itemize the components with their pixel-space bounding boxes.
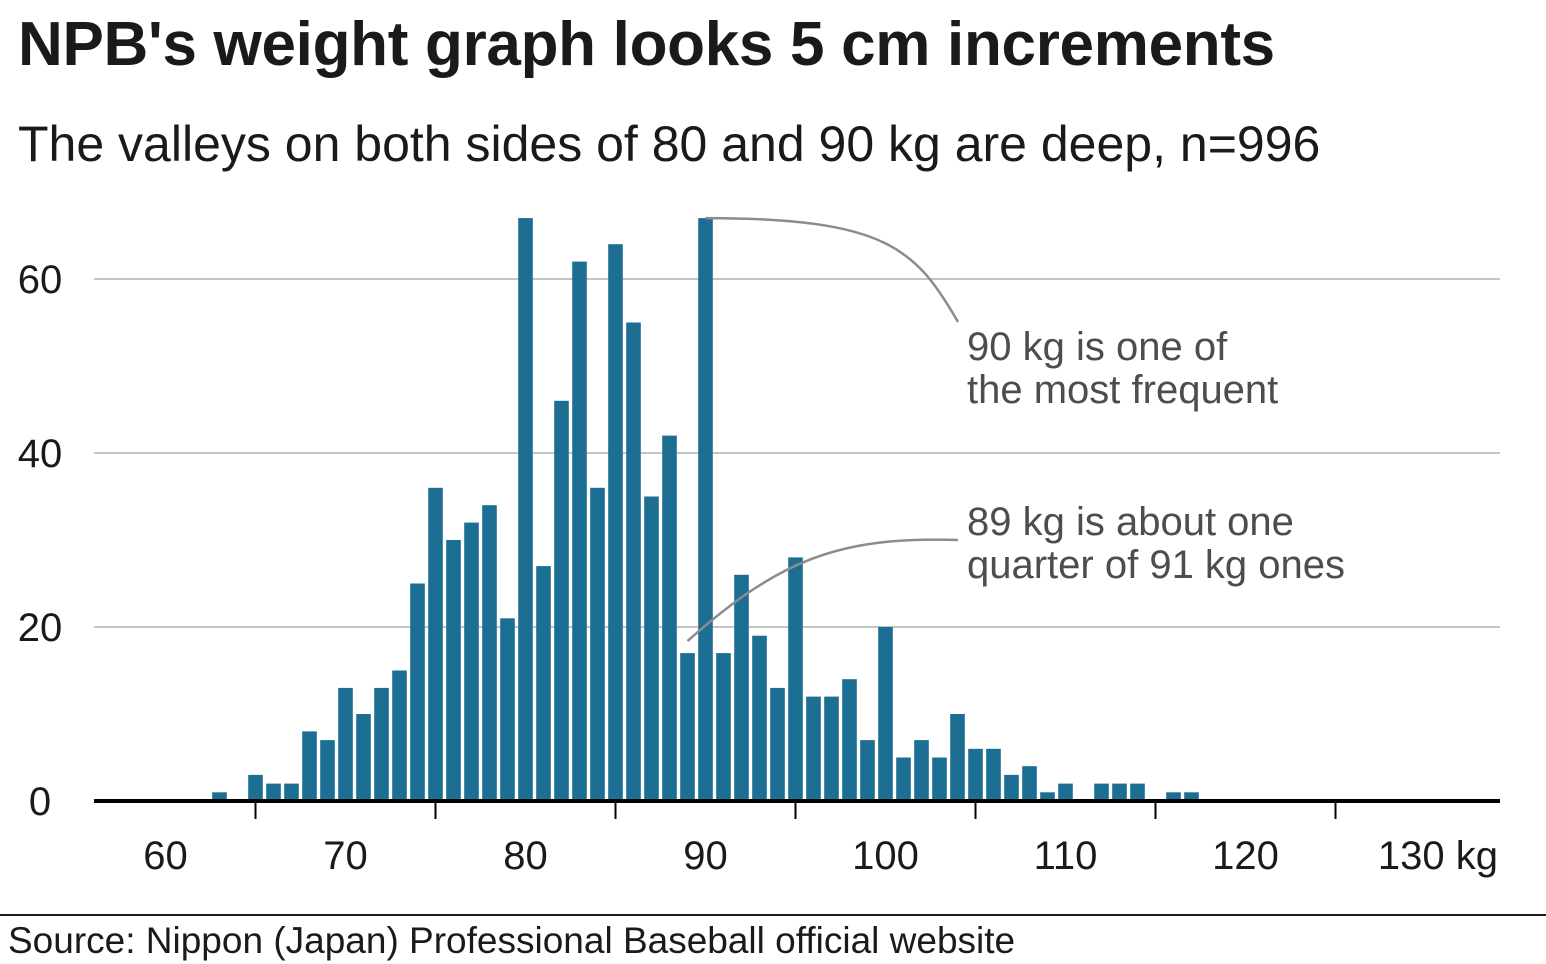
bar-81-kg: [536, 566, 551, 801]
bar-101-kg: [896, 757, 911, 801]
y-tick-label-40: 40: [18, 432, 63, 476]
bar-99-kg: [860, 740, 875, 801]
bar-70-kg: [338, 687, 353, 801]
bar-65-kg: [248, 774, 263, 801]
bar-78-kg: [482, 505, 497, 801]
annotation-89kg-line-1: 89 kg is about one: [967, 500, 1294, 544]
y-axis-ticks: 0 20 40 60: [18, 258, 63, 824]
bar-63-kg: [212, 792, 227, 801]
bar-83-kg: [572, 261, 587, 802]
bar-116-kg: [1166, 792, 1181, 801]
bar-97-kg: [824, 696, 839, 801]
bar-104-kg: [950, 714, 965, 801]
annotation-89kg-line-2: quarter of 91 kg ones: [967, 543, 1345, 587]
bar-112-kg: [1094, 783, 1109, 801]
leader-line-90kg: [705, 216, 960, 323]
bar-94-kg: [770, 687, 785, 801]
bar-82-kg: [554, 400, 569, 801]
bar-68-kg: [302, 731, 317, 801]
bar-113-kg: [1112, 783, 1127, 801]
source-divider: [0, 914, 1546, 916]
histogram-plot: 0 20 40 60 60 70 80 90 100 110 120 130 kg 90 kg is…: [18, 216, 1500, 878]
bar-100-kg: [878, 627, 893, 801]
bar-98-kg: [842, 679, 857, 801]
y-tick-label-20: 20: [18, 606, 63, 650]
bar-103-kg: [932, 757, 947, 801]
bars: [212, 218, 1199, 802]
bar-69-kg: [320, 740, 335, 801]
x-tick-label-80: 80: [503, 834, 548, 878]
bar-67-kg: [284, 783, 299, 801]
bar-107-kg: [1004, 774, 1019, 801]
x-tick-label-110: 110: [1034, 834, 1098, 878]
bar-79-kg: [500, 618, 515, 801]
annotation-90kg-line-1: 90 kg is one of: [967, 325, 1228, 369]
bar-117-kg: [1184, 792, 1199, 801]
bar-90-kg: [698, 218, 713, 802]
leader-line-89kg: [686, 538, 959, 643]
bar-88-kg: [662, 435, 677, 801]
bar-108-kg: [1022, 766, 1037, 801]
bar-75-kg: [428, 487, 443, 801]
annotation-90kg-line-2: the most frequent: [967, 368, 1278, 412]
y-tick-label-0: 0: [29, 780, 51, 824]
x-tick-label-130: 130 kg: [1378, 834, 1498, 878]
bar-110-kg: [1058, 783, 1073, 801]
bar-77-kg: [464, 522, 479, 801]
chart-title: NPB's weight graph looks 5 cm increments: [18, 10, 1275, 79]
bar-66-kg: [266, 783, 281, 801]
bar-105-kg: [968, 748, 983, 801]
bar-84-kg: [590, 487, 605, 801]
bar-72-kg: [374, 687, 389, 801]
bar-86-kg: [626, 322, 641, 801]
bar-95-kg: [788, 557, 803, 801]
bar-89-kg: [680, 653, 695, 801]
bar-74-kg: [410, 583, 425, 801]
y-tick-label-60: 60: [18, 258, 63, 302]
bar-80-kg: [518, 218, 533, 802]
bar-76-kg: [446, 540, 461, 801]
bar-114-kg: [1130, 783, 1145, 801]
x-tick-label-60: 60: [143, 834, 188, 878]
bar-102-kg: [914, 740, 929, 801]
bar-71-kg: [356, 714, 371, 801]
bar-92-kg: [734, 574, 749, 801]
x-axis-ticks: 60 70 80 90 100 110 120 130 kg: [143, 801, 1498, 878]
source-note: Source: Nippon (Japan) Professional Base…: [8, 920, 1016, 961]
bar-73-kg: [392, 670, 407, 801]
bar-106-kg: [986, 748, 1001, 801]
bar-96-kg: [806, 696, 821, 801]
bar-87-kg: [644, 496, 659, 801]
bar-93-kg: [752, 635, 767, 801]
x-tick-label-90: 90: [683, 834, 728, 878]
bar-91-kg: [716, 653, 731, 801]
bar-109-kg: [1040, 792, 1055, 801]
x-tick-label-120: 120: [1212, 834, 1279, 878]
x-tick-label-100: 100: [852, 834, 919, 878]
bar-85-kg: [608, 244, 623, 801]
x-tick-label-70: 70: [323, 834, 368, 878]
chart-subtitle: The valleys on both sides of 80 and 90 k…: [18, 116, 1321, 172]
